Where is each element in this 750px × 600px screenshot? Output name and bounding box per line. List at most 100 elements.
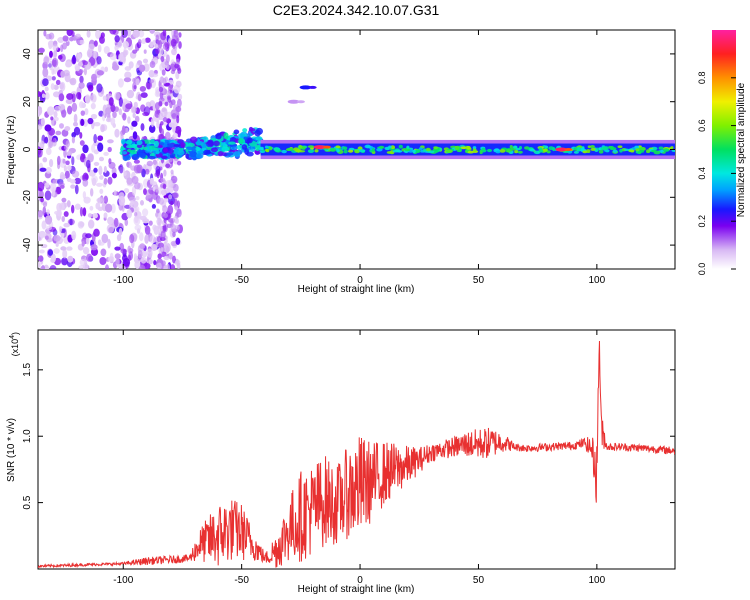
spectrogram-cell [121,125,126,136]
spectrogram-cell [635,148,640,152]
spectrogram-cell [71,136,76,144]
spectrogram-cell [162,264,168,269]
spectrogram-cell [168,252,173,260]
spectrogram-cell [576,147,581,151]
spectrogram-cell [155,47,160,55]
spectrogram-cell [486,148,493,153]
spectrogram-cell [171,48,177,56]
spectrogram-cell [96,83,103,93]
spectrogram-cell [124,155,131,161]
spectrogram-cell [40,197,44,203]
spectrogram-cell [38,209,44,218]
spectrogram-cell [135,195,140,201]
spectrogram-cell [195,146,201,151]
spectrogram-cell [156,218,163,226]
spectrogram-cell [221,146,230,152]
spectrogram-cell [178,41,182,49]
spectrogram-cell [80,110,86,116]
spectrogram-cell [69,77,77,86]
y-tick-label: 0.5 [22,495,33,509]
spectrogram-cell [59,174,66,180]
spectrogram-cell [79,39,85,45]
spectrogram-cell [398,144,403,149]
spectrogram-cell [74,184,79,195]
spectrogram-cell [84,108,89,116]
spectrogram-cell [127,116,131,124]
snr-series-line [38,341,675,569]
spectrogram-cell [105,117,112,123]
spectrogram-cell [159,47,164,55]
spectrogram-cell [307,149,315,153]
snr-y-ticks: 0.5 1.0 1.5 [22,362,675,510]
spectrogram-cell [79,206,84,217]
spectrogram-cell [142,208,149,217]
spectrogram-cell [136,144,143,149]
spectrogram-cell [89,205,94,211]
spectrogram-cell [41,220,47,230]
spectrogram-cell [347,149,354,153]
spectrogram-cell [174,63,179,69]
spectrogram-cell [156,262,162,269]
spectrogram-cell [274,148,281,152]
spectrogram-cell [147,248,153,258]
spectrogram-cell [156,208,160,214]
x-tick-label: 100 [589,275,606,286]
spectrogram-cell [104,203,113,213]
spectrogram-cell [133,253,138,261]
spectrogram-cell [85,233,92,239]
spectrogram-cell [98,165,103,176]
spectrogram-cell [138,64,146,73]
spectrogram-cell [359,149,366,153]
spectrogram-cell [158,86,164,93]
spectrogram-cell [62,158,66,164]
spectrogram-cell [154,102,160,110]
spectrogram-cell [112,111,117,119]
spectrogram-cell [564,148,573,151]
spectrogram-cell [93,167,98,173]
spectrogram-cell [143,188,147,195]
spectrogram-cell [103,195,109,204]
spectrogram-cell [210,147,218,153]
spectrogram-cell [538,149,544,153]
spectrogram-cell [342,146,348,150]
spectrogram-cell [140,92,148,99]
spectrogram-cell [50,116,54,121]
snr-x-label: Height of straight line (km) [298,584,415,595]
spectrogram-cell [603,146,609,150]
spectrogram-cell [175,237,181,245]
spectrogram-cell [66,246,73,251]
spectrogram-cell [307,145,315,148]
spectrogram-cell [82,144,89,154]
spectrogram-cell [99,36,105,44]
spectrogram-cell [45,215,53,225]
spectrogram-cell [67,255,74,263]
spectrogram-cell [103,45,110,55]
spectrogram-cell [126,209,133,219]
spectrogram-cell [293,147,300,151]
spectrogram-cell [160,246,164,252]
spectrogram-cell [148,220,153,226]
spectrogram-image [38,30,675,269]
spectrogram-cell [74,177,82,185]
spectrogram-cell [49,265,57,269]
spectrogram-cell [67,105,73,115]
spectrogram-cell [74,203,81,210]
spectrogram-cell [226,152,234,156]
spectrogram-cell [587,145,591,149]
spectrogram-cell [60,231,65,238]
spectrogram-cell [670,146,674,150]
snr-y-label: SNR (10 * v/v) [6,418,17,482]
spectrogram-cell [81,174,86,181]
y-tick-label: 40 [22,48,33,60]
spectrogram-cell [42,78,49,87]
spectrogram-cell [132,131,138,140]
spectrogram-cell [189,136,198,144]
spectrogram-cell [138,30,145,38]
spectrogram-cell [472,148,477,152]
spectrogram-cell [118,108,122,116]
spectrogram-cell [167,143,176,148]
spectrogram-cell [91,175,98,184]
spectrogram-cell [95,202,101,210]
spectrogram-cell [133,182,141,190]
spectrogram-cell [133,159,140,164]
